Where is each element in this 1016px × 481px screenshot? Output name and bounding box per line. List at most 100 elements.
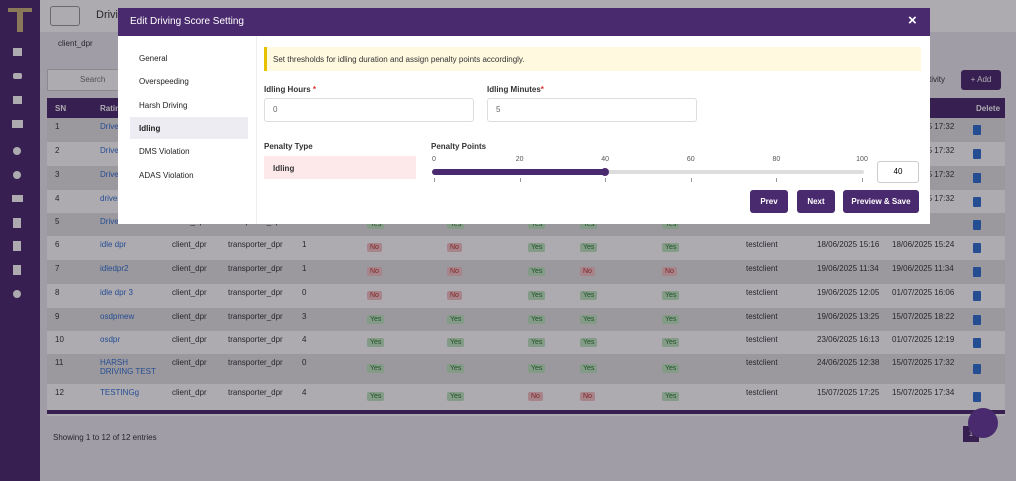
cell: client_dpr <box>172 358 207 367</box>
cell: 24/06/2025 12:38 <box>817 358 880 367</box>
slider-thumb[interactable] <box>601 168 610 176</box>
delete-icon[interactable] <box>973 267 981 277</box>
status-badge: No <box>580 267 595 276</box>
cell: 15/07/2025 17:34 <box>892 388 955 397</box>
delete-icon[interactable] <box>973 125 981 135</box>
slider[interactable]: 0 20 40 60 80 100 <box>432 156 868 188</box>
penalty-type-value: Idling <box>273 164 295 173</box>
points-input[interactable]: 40 <box>877 161 919 183</box>
cell: testclient <box>746 264 778 273</box>
status-badge: Yes <box>662 364 680 373</box>
column-header: SN <box>55 104 67 113</box>
delete-icon[interactable] <box>973 243 981 253</box>
status-badge: Yes <box>528 219 546 229</box>
nav-item[interactable]: General <box>139 54 168 63</box>
select[interactable] <box>264 98 474 122</box>
status-badge: Yes <box>580 314 598 324</box>
nav-item[interactable]: ADAS Violation <box>139 170 194 180</box>
slider-tick <box>862 178 863 182</box>
field-label: Idling Hours * <box>264 85 316 94</box>
status-badge: No <box>580 392 595 401</box>
menu-button[interactable] <box>50 6 80 26</box>
cell: 0 <box>302 288 307 297</box>
delete-icon[interactable] <box>973 392 981 402</box>
delete-icon[interactable] <box>973 364 981 374</box>
close-button[interactable]: × <box>908 12 917 29</box>
delete-icon[interactable] <box>973 314 981 325</box>
status-badge: Yes <box>580 364 598 373</box>
cell: Driver Id <box>100 170 131 179</box>
activity-filter[interactable]: Activity <box>919 75 945 84</box>
field-label: Penalty Points <box>431 142 487 151</box>
cell: 15/07/2025 17:25 <box>817 388 880 397</box>
delete-icon[interactable] <box>973 291 981 301</box>
select-value: 0 <box>273 105 278 114</box>
notice <box>264 47 921 71</box>
cell: driver <box>100 194 121 203</box>
cell: 1 <box>55 122 60 131</box>
required: * <box>312 85 317 94</box>
cell: client_dpr <box>172 335 207 344</box>
nav-item[interactable]: DMS Violation <box>139 147 190 157</box>
select[interactable] <box>487 98 697 122</box>
delete-icon[interactable] <box>973 219 981 230</box>
status-badge: Yes <box>580 337 598 347</box>
sidebar-icons <box>8 8 32 298</box>
status-badge: Yes <box>580 243 598 252</box>
nav-icon[interactable] <box>13 265 21 275</box>
select-value: 5 <box>496 105 501 114</box>
nav-icon[interactable] <box>13 171 21 179</box>
cell: TESTINGg <box>100 388 140 397</box>
nav-icon[interactable] <box>13 48 22 56</box>
delete-icon[interactable] <box>973 173 981 183</box>
cell: testclient <box>746 240 778 249</box>
penalty-type-box <box>264 156 416 179</box>
nav-icon[interactable] <box>12 195 23 202</box>
cell: 19/06/2025 13:25 <box>817 312 880 321</box>
cell: 18/06/2025 15:24 <box>892 240 955 249</box>
status-badge: No <box>367 267 382 276</box>
filter-chip[interactable]: client_dpr <box>58 39 93 48</box>
modal: Edit Driving Score Setting × General Over… <box>118 8 930 224</box>
delete-icon[interactable] <box>973 337 981 348</box>
nav-icon[interactable] <box>13 290 21 298</box>
button[interactable]: Prev <box>750 190 788 213</box>
cell: Driver OS <box>100 122 135 131</box>
delete-icon[interactable] <box>973 196 981 207</box>
cell: idle dpr <box>100 240 127 249</box>
button[interactable]: Preview & Save <box>843 190 919 213</box>
field-label: Idling Minutes* <box>487 85 544 94</box>
nav-active <box>130 116 248 139</box>
cell: 5 <box>55 217 60 226</box>
cell: testclient <box>746 288 778 297</box>
nav-icon[interactable] <box>13 218 21 228</box>
nav-icon[interactable] <box>13 96 22 104</box>
nav-icon[interactable] <box>13 241 21 251</box>
status-badge: No <box>367 291 382 300</box>
cell: testclient <box>746 358 778 367</box>
delete-icon[interactable] <box>973 149 981 159</box>
label: Idling Minutes <box>487 85 541 94</box>
slider-tick-label: 40 <box>601 156 610 163</box>
field-label: Penalty Type <box>264 142 313 151</box>
slider-track <box>432 170 864 174</box>
fab[interactable] <box>968 408 998 438</box>
cell: osdpmew <box>100 312 135 321</box>
slider-tick <box>690 178 692 182</box>
nav-icon[interactable] <box>13 147 21 155</box>
cell: 0 <box>302 358 307 367</box>
slider-tick <box>519 178 521 182</box>
nav-item[interactable]: Overspeeding <box>139 77 189 87</box>
add-button[interactable]: + Add <box>961 70 1001 90</box>
button[interactable]: Next <box>797 190 835 213</box>
nav-item[interactable]: Harsh Driving <box>139 100 188 110</box>
cell: client_dpr <box>172 264 207 273</box>
nav-icon[interactable] <box>12 120 23 128</box>
nav-icon[interactable] <box>13 73 22 79</box>
cell: testclient <box>746 312 778 321</box>
cell: transporter_dpr <box>228 335 283 344</box>
cell: 19/06/2025 11:34 <box>892 264 954 273</box>
cell: 1 <box>302 264 307 273</box>
cell: 6 <box>55 240 60 249</box>
nav-item[interactable]: Idling <box>139 123 161 133</box>
